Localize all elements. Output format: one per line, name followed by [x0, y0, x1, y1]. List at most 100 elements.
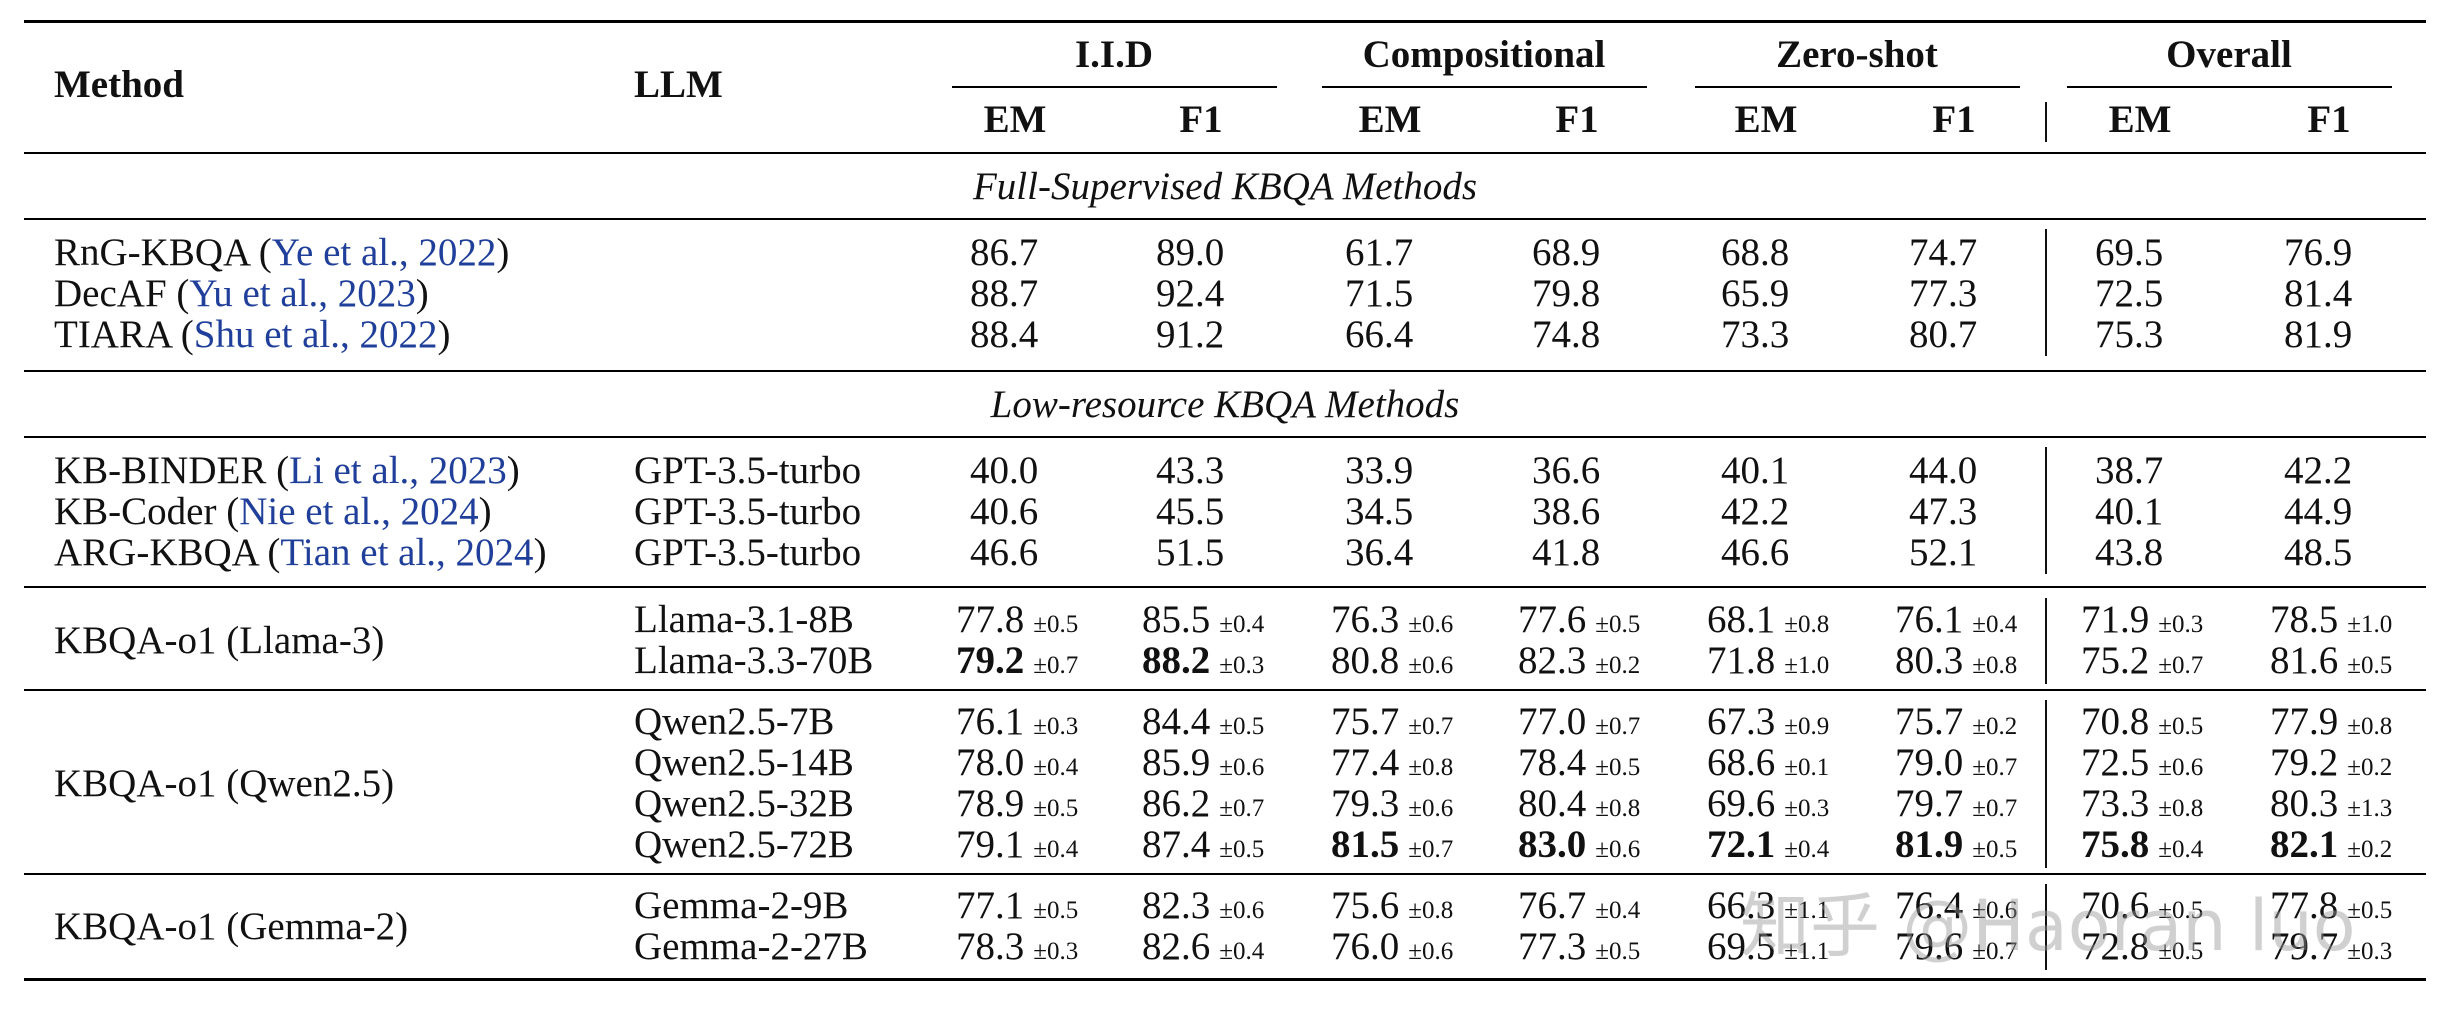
low-row-method: ARG-KBQA (Tian et al., 2024) [54, 531, 547, 574]
table-cell: 76.7 ±0.4 [1518, 884, 1641, 927]
low-row-method: KB-BINDER (Li et al., 2023) [54, 449, 520, 492]
table-cell: 40.1 [1721, 449, 1790, 492]
table-cell: 73.3 [1721, 313, 1790, 356]
table-cell: 40.1 [2095, 490, 2164, 533]
table-cell: 71.9 ±0.3 [2081, 598, 2204, 641]
metric-header: EM [1358, 98, 1422, 141]
table-cell: 77.9 ±0.8 [2270, 700, 2393, 743]
citation-link[interactable]: Ye et al., 2022 [271, 231, 497, 274]
low-row-method: KB-Coder (Nie et al., 2024) [54, 490, 492, 533]
table-cell: 77.1 ±0.5 [956, 884, 1079, 927]
table-cell: 40.0 [970, 449, 1039, 492]
table-cell: 72.1 ±0.4 [1707, 823, 1830, 866]
table-cell: 68.9 [1532, 231, 1601, 274]
table-cell: 78.4 ±0.5 [1518, 741, 1641, 784]
table-cell: 41.8 [1532, 531, 1601, 574]
table-cell: 77.8 ±0.5 [956, 598, 1079, 641]
table-cell: 79.6 ±0.7 [1895, 925, 2018, 968]
table-cell: 76.3 ±0.6 [1331, 598, 1454, 641]
table-cell: 77.0 ±0.7 [1518, 700, 1641, 743]
table-cell: 68.6 ±0.1 [1707, 741, 1830, 784]
table-cell: 82.3 ±0.6 [1142, 884, 1265, 927]
table-cell: 66.4 [1345, 313, 1414, 356]
table-cell: 51.5 [1156, 531, 1225, 574]
watermark: 知乎 @Haoran luo [1740, 885, 2356, 967]
ours-llm: Qwen2.5-72B [634, 823, 854, 866]
section-title-low: Low-resource KBQA Methods [990, 383, 1460, 426]
table-cell: 80.3 ±1.3 [2270, 782, 2393, 825]
table-cell: 73.3 ±0.8 [2081, 782, 2204, 825]
table-cell: 75.2 ±0.7 [2081, 639, 2204, 682]
table-cell: 88.2 ±0.3 [1142, 639, 1265, 682]
table-cell: 68.8 [1721, 231, 1790, 274]
table-cell: 40.6 [970, 490, 1039, 533]
citation-link[interactable]: Nie et al., 2024 [239, 490, 479, 533]
method-name: DecAF ( [54, 272, 190, 315]
table-cell: 79.7 ±0.3 [2270, 925, 2393, 968]
group-header: I.I.D [1074, 33, 1154, 76]
table-cell: 75.7 ±0.7 [1331, 700, 1454, 743]
citation-link[interactable]: Tian et al., 2024 [280, 531, 534, 574]
table-cell: 80.4 ±0.8 [1518, 782, 1641, 825]
table-cell: 44.0 [1909, 449, 1978, 492]
ours-llm: Qwen2.5-14B [634, 741, 854, 784]
table-cell: 38.6 [1532, 490, 1601, 533]
table-cell: 79.1 ±0.4 [956, 823, 1079, 866]
table-cell: 82.3 ±0.2 [1518, 639, 1641, 682]
table-cell: 76.1 ±0.3 [956, 700, 1079, 743]
ours-llm: Gemma-2-27B [634, 925, 868, 968]
overall-divider [2045, 447, 2047, 574]
table-cell: 34.5 [1345, 490, 1414, 533]
metric-header: F1 [2307, 98, 2351, 141]
table-cell: 47.3 [1909, 490, 1978, 533]
table-cell: 78.5 ±1.0 [2270, 598, 2393, 641]
table-cell: 83.0 ±0.6 [1518, 823, 1641, 866]
ours-method: KBQA-o1 (Llama-3) [54, 619, 385, 662]
table-cell: 78.9 ±0.5 [956, 782, 1079, 825]
ours-llm: Llama-3.3-70B [634, 639, 874, 682]
overall-divider [2045, 884, 2047, 970]
low-row-llm: GPT-3.5-turbo [634, 449, 862, 492]
table-cell: 38.7 [2095, 449, 2164, 492]
table-cell: 77.4 ±0.8 [1331, 741, 1454, 784]
group-underline [1694, 86, 2020, 88]
metric-header: EM [983, 98, 1047, 141]
group-header: Overall [2166, 33, 2292, 76]
table-cell: 66.3 ±1.1 [1707, 884, 1830, 927]
citation-link[interactable]: Yu et al., 2023 [189, 272, 416, 315]
table-cell: 74.7 [1909, 231, 1978, 274]
group-underline [2066, 86, 2392, 88]
table-cell: 82.1 ±0.2 [2270, 823, 2393, 866]
table-cell: 71.5 [1345, 272, 1414, 315]
group-header: Zero-shot [1776, 33, 1938, 76]
citation-link[interactable]: Shu et al., 2022 [193, 313, 438, 356]
table-cell: 48.5 [2284, 531, 2353, 574]
table-cell: 81.9 ±0.5 [1895, 823, 2018, 866]
table-cell: 42.2 [1721, 490, 1790, 533]
metric-header: EM [2108, 98, 2172, 141]
table-cell: 65.9 [1721, 272, 1790, 315]
table-cell: 79.0 ±0.7 [1895, 741, 2018, 784]
table-cell: 45.5 [1156, 490, 1225, 533]
method-header: Method [54, 63, 184, 106]
table-cell: 87.4 ±0.5 [1142, 823, 1265, 866]
header-rule [24, 152, 2426, 154]
ours-method: KBQA-o1 (Gemma-2) [54, 905, 409, 948]
table-cell: 80.3 ±0.8 [1895, 639, 2018, 682]
ours-llm: Gemma-2-9B [634, 884, 849, 927]
table-cell: 81.9 [2284, 313, 2353, 356]
table-cell: 71.8 ±1.0 [1707, 639, 1830, 682]
table-cell: 76.4 ±0.6 [1895, 884, 2018, 927]
table-cell: 82.6 ±0.4 [1142, 925, 1265, 968]
table-cell: 46.6 [970, 531, 1039, 574]
metric-header: F1 [1932, 98, 1976, 141]
table-cell: 86.2 ±0.7 [1142, 782, 1265, 825]
table-cell: 75.7 ±0.2 [1895, 700, 2018, 743]
top-rule [24, 20, 2426, 23]
table-cell: 85.9 ±0.6 [1142, 741, 1265, 784]
table-cell: 43.8 [2095, 531, 2164, 574]
ours-llm: Llama-3.1-8B [634, 598, 854, 641]
group-header: Compositional [1362, 33, 1606, 76]
table-cell: 78.0 ±0.4 [956, 741, 1079, 784]
citation-link[interactable]: Li et al., 2023 [289, 449, 507, 492]
